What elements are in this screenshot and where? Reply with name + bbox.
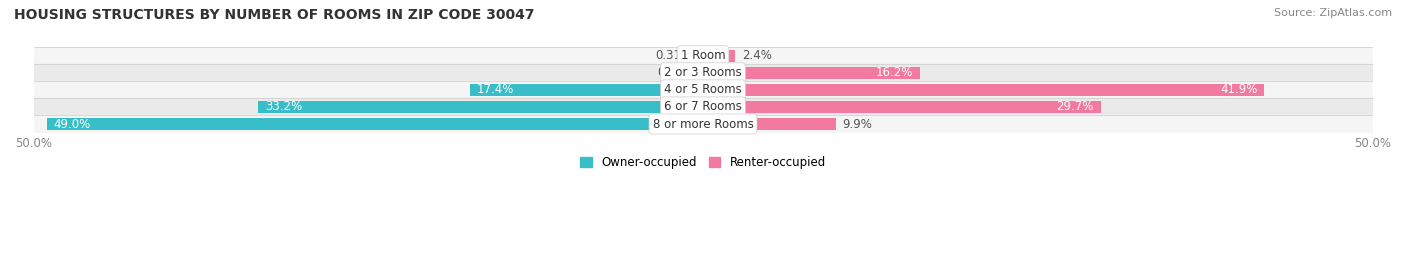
Bar	[34, 82, 1372, 98]
Bar	[703, 84, 1264, 96]
Text: 2.4%: 2.4%	[742, 49, 772, 62]
Bar	[703, 118, 835, 130]
Bar	[703, 101, 1101, 113]
Text: 9.9%: 9.9%	[842, 118, 872, 130]
Bar	[46, 118, 703, 130]
Text: 29.7%: 29.7%	[1057, 100, 1094, 114]
Text: 41.9%: 41.9%	[1220, 83, 1257, 96]
Text: 4 or 5 Rooms: 4 or 5 Rooms	[664, 83, 742, 96]
Text: HOUSING STRUCTURES BY NUMBER OF ROOMS IN ZIP CODE 30047: HOUSING STRUCTURES BY NUMBER OF ROOMS IN…	[14, 8, 534, 22]
Bar	[702, 67, 703, 79]
Text: 16.2%: 16.2%	[876, 66, 914, 79]
Text: Source: ZipAtlas.com: Source: ZipAtlas.com	[1274, 8, 1392, 18]
Legend: Owner-occupied, Renter-occupied: Owner-occupied, Renter-occupied	[575, 151, 831, 174]
Bar	[703, 50, 735, 62]
Bar	[34, 115, 1372, 133]
Text: 17.4%: 17.4%	[477, 83, 515, 96]
Bar	[699, 50, 703, 62]
Bar	[34, 47, 1372, 64]
Bar	[34, 98, 1372, 115]
Bar	[34, 64, 1372, 82]
Text: 33.2%: 33.2%	[266, 100, 302, 114]
Text: 0.13%: 0.13%	[658, 66, 695, 79]
Text: 2 or 3 Rooms: 2 or 3 Rooms	[664, 66, 742, 79]
Text: 6 or 7 Rooms: 6 or 7 Rooms	[664, 100, 742, 114]
Text: 49.0%: 49.0%	[53, 118, 91, 130]
Bar	[703, 67, 920, 79]
Text: 0.31%: 0.31%	[655, 49, 692, 62]
Bar	[259, 101, 703, 113]
Text: 1 Room: 1 Room	[681, 49, 725, 62]
Bar	[470, 84, 703, 96]
Text: 8 or more Rooms: 8 or more Rooms	[652, 118, 754, 130]
